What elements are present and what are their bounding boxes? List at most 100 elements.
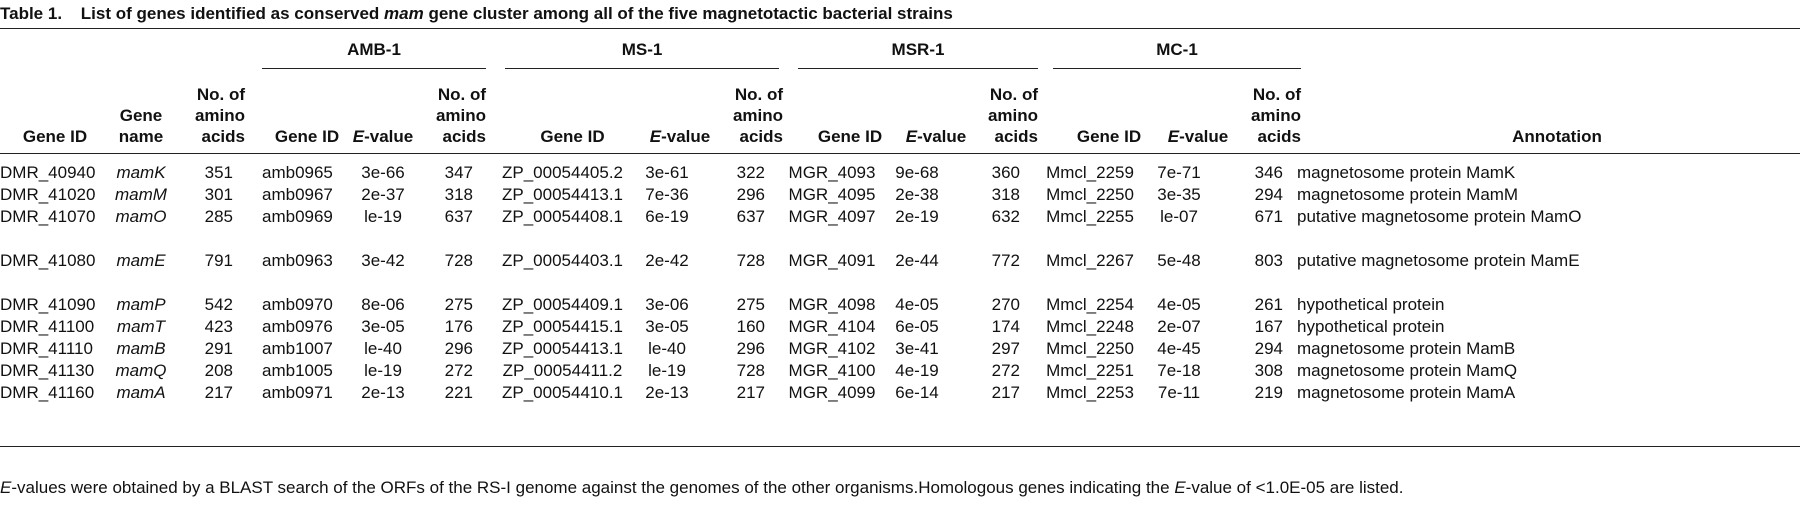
- table-footnote: E-values were obtained by a BLAST search…: [0, 478, 1403, 498]
- cell-mc-gene-id: Mmcl_2254: [1046, 295, 1134, 314]
- cell-msr-num-aa: 174: [991, 317, 1020, 336]
- cell-gap: [765, 382, 780, 404]
- table-number: Table 1.: [0, 4, 63, 23]
- cell-ms-num-aa: 637: [736, 207, 765, 226]
- cell-amb-num-aa: 275: [444, 295, 473, 314]
- cell-mc-e-value: 7e-11: [1157, 383, 1201, 402]
- cell-mc-e-value: le-07: [1160, 207, 1198, 226]
- group-header-ms1: MS-1: [621, 40, 663, 59]
- cell-gap: [1283, 250, 1297, 294]
- cell-amb-e-value: 3e-66: [361, 163, 405, 182]
- cell-gene-name: mamP: [116, 295, 166, 314]
- cell-mc-e-value: 7e-18: [1157, 361, 1201, 380]
- header-num-aa: No. of amino acids: [194, 85, 245, 146]
- cell-gap: [233, 360, 262, 382]
- table-row: DMR_41100 mamT 423 amb0976 3e-05 176 ZP_000544…: [0, 316, 1780, 338]
- cell-mc-e-value: 3e-35: [1157, 185, 1201, 204]
- cell-gap: [473, 360, 492, 382]
- cell-mc-num-aa: 803: [1254, 251, 1283, 270]
- cell-mc-num-aa: 294: [1254, 185, 1283, 204]
- cell-amb-e-value: le-40: [364, 339, 402, 358]
- cell-amb-gene-id: amb0976: [262, 317, 333, 336]
- group-header-amb1: AMB-1: [347, 40, 401, 59]
- header-gene-id: Gene ID: [22, 127, 88, 146]
- cell-mc-gene-id: Mmcl_2253: [1046, 383, 1134, 402]
- cell-ms-e-value: 6e-19: [645, 207, 689, 226]
- cell-ms-e-value: 3e-06: [645, 295, 689, 314]
- cell-ms-num-aa: 728: [736, 251, 765, 270]
- cell-mc-e-value: 4e-05: [1157, 295, 1201, 314]
- cell-gap: [1020, 250, 1035, 294]
- header-mc-e-value: E-value: [1167, 127, 1229, 146]
- cell-amb-gene-id: amb0969: [262, 207, 333, 226]
- cell-gap: [473, 294, 492, 316]
- cell-mc-gene-id: Mmcl_2259: [1046, 163, 1134, 182]
- group-underline-mc1: [1053, 68, 1301, 69]
- cell-gene-name: mamM: [115, 185, 167, 204]
- annotation-text: magnetosome protein MamB: [1297, 339, 1516, 358]
- cell-gap: [765, 360, 780, 382]
- header-ms-gene-id: Gene ID: [540, 127, 605, 146]
- cell-gap: [1020, 338, 1035, 360]
- cell-mc-gene-id: Mmcl_2250: [1046, 185, 1134, 204]
- cell-gap: [1020, 184, 1035, 206]
- cell-msr-num-aa: 360: [991, 163, 1020, 182]
- cell-gap: [233, 294, 262, 316]
- cell-amb-num-aa: 296: [444, 339, 473, 358]
- cell-amb-gene-id: amb0970: [262, 295, 333, 314]
- cell-gap: [473, 206, 492, 250]
- caption-italic: mam: [384, 4, 424, 23]
- cell-gene-id: DMR_41110: [0, 339, 93, 358]
- cell-gene-name: mamB: [116, 339, 166, 358]
- annotation-text: magnetosome protein MamA: [1297, 383, 1516, 402]
- cell-msr-e-value: 2e-19: [895, 207, 939, 226]
- footnote-italic-e: E: [0, 478, 12, 497]
- cell-gap: [233, 206, 262, 250]
- cell-mc-num-aa: 294: [1254, 339, 1283, 358]
- cell-gap: [233, 382, 262, 404]
- cell-gene-name: mamK: [116, 163, 166, 182]
- cell-gap: [1020, 360, 1035, 382]
- cell-mc-e-value: 5e-48: [1157, 251, 1201, 270]
- cell-mc-num-aa: 219: [1254, 383, 1283, 402]
- cell-amb-gene-id: amb0967: [262, 185, 333, 204]
- table-row: DMR_41020 mamM 301 amb0967 2e-37 318 ZP_000544…: [0, 184, 1780, 206]
- cell-gap: [233, 250, 262, 294]
- annotation-text: magnetosome protein MamM: [1297, 185, 1519, 204]
- cell-gap: [1020, 294, 1035, 316]
- cell-amb-num-aa: 221: [444, 383, 473, 402]
- cell-amb-gene-id: amb1005: [262, 361, 333, 380]
- cell-msr-gene-id: MGR_4102: [788, 339, 876, 358]
- cell-msr-gene-id: MGR_4100: [788, 361, 876, 380]
- cell-msr-gene-id: MGR_4097: [788, 207, 876, 226]
- cell-ms-e-value: 3e-05: [645, 317, 689, 336]
- table-row: DMR_41070 mamO 285 amb0969 le-19 637 ZP_000544…: [0, 206, 1780, 250]
- header-msr-e-value: E-value: [905, 127, 967, 146]
- cell-gap: [1283, 294, 1297, 316]
- cell-msr-e-value: 3e-41: [895, 339, 939, 358]
- cell-mc-num-aa: 308: [1254, 361, 1283, 380]
- cell-mc-e-value: 4e-45: [1157, 339, 1201, 358]
- cell-amb-num-aa: 176: [444, 317, 473, 336]
- cell-ms-num-aa: 217: [736, 383, 765, 402]
- cell-gap: [473, 184, 492, 206]
- cell-mc-gene-id: Mmcl_2255: [1046, 207, 1134, 226]
- cell-ms-gene-id: ZP_00054413.1: [502, 185, 623, 204]
- caption-text-before: List of genes identified as conserved: [80, 4, 380, 23]
- cell-gap: [233, 338, 262, 360]
- annotation-text: hypothetical protein: [1297, 295, 1445, 314]
- cell-num-aa: 351: [204, 163, 233, 182]
- cell-amb-num-aa: 728: [444, 251, 473, 270]
- cell-amb-num-aa: 637: [444, 207, 473, 226]
- cell-amb-num-aa: 318: [444, 185, 473, 204]
- cell-gap: [1283, 360, 1297, 382]
- group-header-msr1: MSR-1: [891, 40, 945, 59]
- cell-amb-gene-id: amb1007: [262, 339, 333, 358]
- footnote-italic-e-2: E: [1174, 478, 1186, 497]
- cell-mc-num-aa: 167: [1254, 317, 1283, 336]
- cell-msr-gene-id: MGR_4099: [788, 383, 876, 402]
- group-underline-amb1: [262, 68, 486, 69]
- cell-ms-num-aa: 296: [736, 339, 765, 358]
- cell-num-aa: 291: [204, 339, 233, 358]
- cell-mc-gene-id: Mmcl_2267: [1046, 251, 1134, 270]
